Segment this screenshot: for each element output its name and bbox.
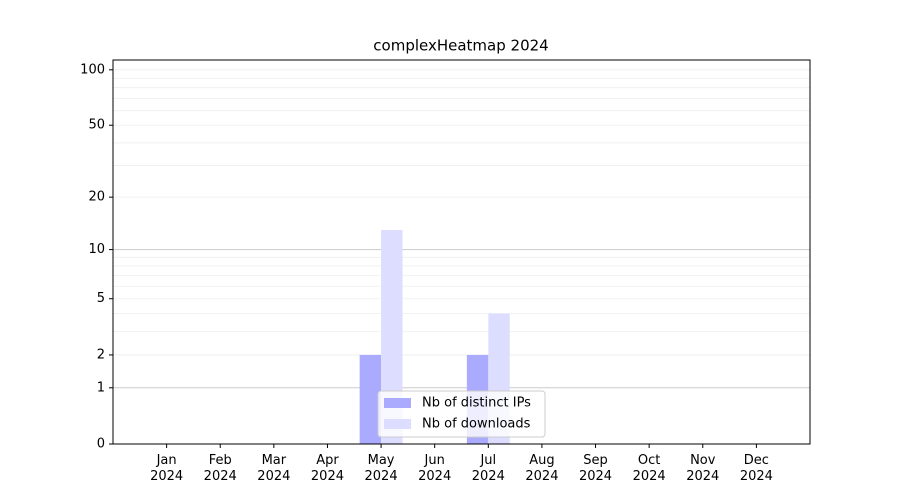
x-tick-label: Oct 2024	[632, 453, 666, 484]
x-tick-label: Jun 2024	[418, 453, 452, 484]
x-tick-label: Sep 2024	[578, 453, 613, 484]
chart-title: complexHeatmap 2024	[373, 37, 548, 55]
y-tick-label: 1	[97, 380, 105, 395]
legend-label: Nb of downloads	[422, 417, 531, 432]
y-tick-label: 100	[80, 62, 105, 77]
y-tick-label: 20	[88, 190, 105, 205]
legend-box	[377, 390, 546, 438]
x-tick-label: Dec 2024	[739, 453, 773, 484]
y-tick-label: 2	[97, 347, 105, 362]
x-tick-label: May 2024	[364, 453, 398, 484]
x-tick-label: Jan 2024	[150, 453, 184, 484]
legend-swatch	[384, 398, 411, 408]
legend-swatch	[384, 419, 411, 429]
x-tick-label: Aug 2024	[525, 453, 559, 484]
y-tick-label: 50	[88, 118, 105, 133]
y-tick-label: 5	[97, 291, 105, 306]
x-tick-label: Jul 2024	[471, 453, 505, 484]
bar	[359, 354, 382, 444]
y-tick-label: 10	[88, 242, 105, 257]
x-tick-label: Nov 2024	[686, 453, 720, 484]
legend: Nb of distinct IPs Nb of downloads	[377, 390, 546, 438]
y-tick-label: 0	[97, 437, 105, 452]
x-tick-label: Mar 2024	[257, 453, 291, 484]
legend-label: Nb of distinct IPs	[422, 396, 531, 411]
plot-frame	[112, 59, 811, 445]
x-tick-label: Feb 2024	[203, 453, 237, 484]
x-tick-label: Apr 2024	[310, 453, 344, 484]
